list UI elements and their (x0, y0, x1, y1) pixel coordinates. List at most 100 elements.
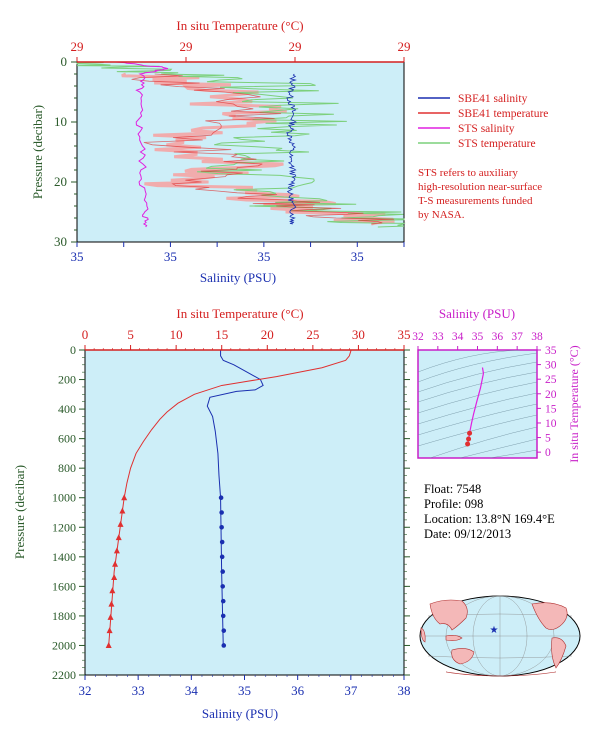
float-info: Float: 7548 Profile: 098 Location: 13.8°… (424, 482, 555, 541)
top-legend: SBE41 salinity SBE41 temperature STS sal… (418, 93, 548, 150)
main-y-ticks: 0 200 400 600 800 1000 1200 1400 1600 1800 2000 220… (52, 343, 410, 682)
ts-top-tick-label: 38 (531, 331, 543, 343)
main-y-axis-label: Pressure (decibar) (12, 465, 27, 559)
top-bottom-tick-label: 35 (164, 249, 177, 264)
top-y-tick-label: 10 (54, 114, 67, 129)
temperature-sample-point (112, 560, 119, 567)
main-y-tick-label: 0 (70, 343, 76, 357)
ts-right-tick-label: 20 (545, 389, 557, 401)
ts-top-tick-label: 37 (511, 331, 523, 343)
ts-right-tick-label: 25 (545, 374, 557, 386)
legend-label-sbe-temperature: SBE41 temperature (458, 108, 548, 120)
main-bottom-tick-label: 34 (185, 683, 199, 698)
top-bottom-tick-label: 35 (257, 249, 270, 264)
temperature-sample-point (107, 613, 114, 620)
top-top-tick-label: 29 (289, 39, 302, 54)
salinity-sample-point (220, 584, 226, 589)
main-bottom-tick-label: 38 (398, 683, 411, 698)
top-y-axis-label: Pressure (decibar) (30, 105, 45, 199)
main-y-tick-label: 1000 (52, 491, 76, 505)
density-contour (459, 438, 538, 459)
land-antarctica (445, 671, 557, 677)
density-contour (417, 349, 521, 373)
main-top-ticks: 0 5 10 15 20 25 30 35 (82, 327, 411, 350)
ts-density-contours (417, 349, 538, 459)
land-indonesia (445, 635, 463, 641)
ts-deep-sample-point (467, 430, 473, 436)
ts-top-tick-label: 34 (452, 331, 464, 343)
ts-right-ticks: 0 5 10 15 20 25 30 35 (537, 345, 557, 459)
top-top-tick-label: 29 (71, 39, 84, 54)
main-y-tick-label: 800 (58, 461, 76, 475)
ts-right-axis-label: In situ Temperature (°C) (567, 345, 581, 462)
main-y-tick-label: 200 (58, 373, 76, 387)
salinity-sample-point (219, 510, 224, 515)
land-asia (429, 599, 468, 631)
salinity-sample-point (220, 569, 226, 574)
salinity-sample-point (220, 598, 226, 604)
salinity-sample-point (219, 554, 225, 560)
series-sbe41-temperature (131, 73, 395, 225)
temperature-sample-point (113, 547, 120, 554)
ts-right-tick-label: 10 (545, 418, 557, 430)
temperature-sample-point (108, 600, 115, 607)
top-y-tick-label: 20 (54, 174, 67, 189)
land-north-america (531, 602, 568, 630)
temperature-sample-point (121, 494, 128, 501)
top-y-tick-label: 0 (61, 54, 68, 69)
location: Location: 13.8°N 169.4°E (424, 512, 555, 526)
ts-top-tick-label: 33 (432, 331, 444, 343)
ts-right-tick-label: 35 (545, 345, 557, 357)
ts-top-ticks: 32 33 34 35 36 37 38 (412, 331, 543, 350)
temperature-sample-point (105, 641, 112, 648)
legend-label-sbe-salinity: SBE41 salinity (458, 93, 528, 105)
main-bottom-tick-label: 33 (132, 683, 145, 698)
main-y-tick-label: 2000 (52, 638, 76, 652)
main-bottom-ticks: 32 33 34 35 36 37 38 (79, 675, 411, 698)
sts-note-line-4: by NASA. (418, 209, 465, 221)
ts-right-tick-label: 0 (545, 447, 551, 459)
temperature-sample-point (115, 534, 122, 541)
temperature-sample-point (119, 507, 126, 514)
main-bottom-axis-label: Salinity (PSU) (202, 706, 278, 721)
ts-top-tick-label: 32 (412, 331, 424, 343)
series-sbe41-temperature-band (121, 72, 395, 226)
main-series-group (105, 349, 352, 648)
density-contour (417, 414, 538, 447)
salinity-sample-point (219, 524, 224, 530)
density-contour (417, 352, 538, 383)
top-y-ticks: 0 10 20 30 (54, 54, 77, 249)
ts-deep-sample-point (465, 441, 471, 447)
main-top-tick-label: 0 (82, 327, 89, 342)
ts-right-tick-label: 5 (545, 433, 551, 445)
salinity-sample-point (220, 613, 226, 619)
sts-note: STS refers to auxiliary high-resolution … (418, 167, 542, 221)
series-sbe41-salinity (285, 73, 298, 225)
top-y-tick-label: 30 (54, 234, 67, 249)
top-top-axis-label: In situ Temperature (°C) (176, 18, 303, 33)
main-top-tick-label: 35 (398, 327, 411, 342)
top-bottom-ticks: 35 35 35 35 (71, 242, 405, 264)
land-africa-edge (420, 627, 426, 643)
ts-chart: 32 33 34 35 36 37 38 0 5 10 15 20 25 30 35 Salinity (… (412, 306, 581, 463)
ts-series-group (465, 367, 485, 447)
ts-top-tick-label: 36 (492, 331, 504, 343)
top-top-tick-label: 29 (398, 39, 411, 54)
land-australia (451, 648, 475, 665)
top-bottom-tick-label: 35 (351, 249, 364, 264)
land-south-america (551, 637, 567, 669)
main-y-tick-label: 600 (58, 432, 76, 446)
sts-note-line-3: T-S measurements funded (418, 195, 533, 207)
top-top-ticks: 29 29 29 29 (71, 39, 411, 62)
salinity-sample-point (218, 495, 224, 501)
world-map: ★ (419, 595, 581, 677)
salinity-sample-point (221, 628, 227, 633)
density-contour (489, 449, 538, 459)
main-bottom-tick-label: 35 (238, 683, 251, 698)
profile-number: Profile: 098 (424, 497, 483, 511)
ts-plot-area (417, 349, 538, 459)
main-plot-area (84, 349, 405, 676)
main-bottom-tick-label: 32 (79, 683, 92, 698)
density-contour (417, 403, 538, 436)
ts-deep-sample-point (466, 436, 472, 442)
